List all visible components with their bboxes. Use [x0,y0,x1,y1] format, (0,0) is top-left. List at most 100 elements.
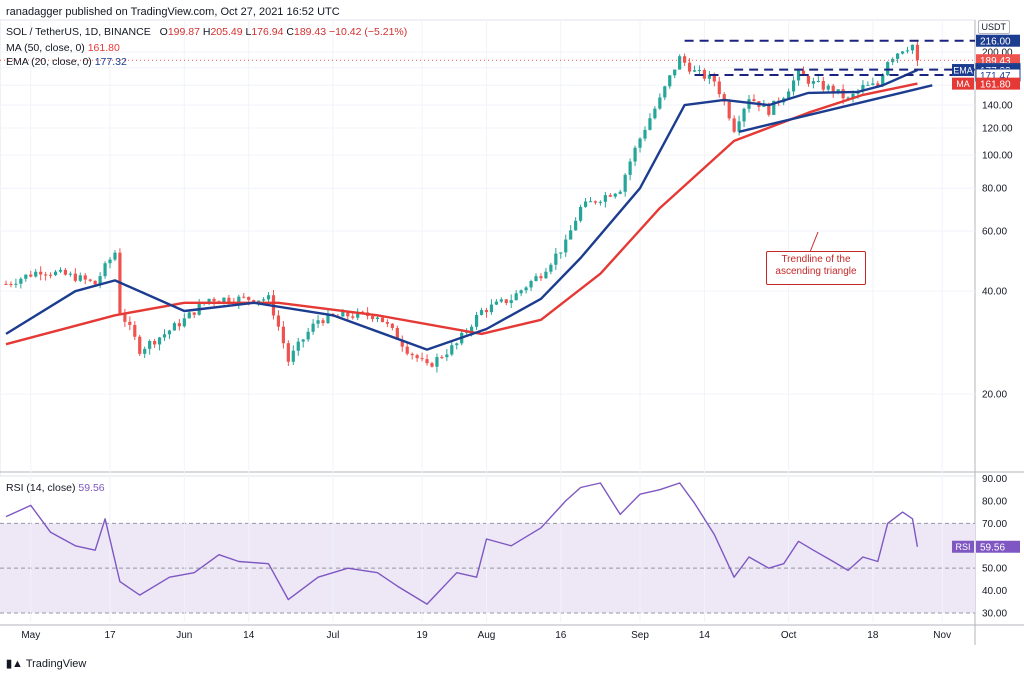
candle-body [222,297,226,303]
ema-legend[interactable]: EMA (20, close, 0) 177.32 [6,56,127,68]
currency-badge[interactable]: USDT [977,20,1010,34]
candle-body [722,94,726,102]
candle-body [123,313,127,322]
time-tick-label: 18 [867,630,879,641]
candle-body [668,75,672,87]
candle-body [385,322,390,324]
candle-body [806,75,811,84]
candle-body [162,334,167,338]
candle-body [103,263,107,277]
candle-body [876,83,880,86]
candle-body [791,80,796,92]
price-tag [976,34,1020,47]
price-tick-label: 80.00 [982,184,1007,195]
rsi-label: RSI (14, close) [6,482,76,494]
candle-body [702,70,707,79]
candle-body [574,220,578,231]
candle-body [886,62,890,76]
candle-body [871,83,875,85]
candle-body [653,108,657,119]
tradingview-icon: ▮▲ [6,658,23,670]
price-tag [976,77,1020,90]
candle-body [697,70,702,72]
candle-body [747,99,751,109]
published-header: ranadagger published on TradingView.com,… [6,6,340,18]
candle-body [19,278,23,284]
candle-body [113,252,117,260]
price-tick-label: 100.00 [982,151,1013,162]
candle-body [618,191,622,194]
candle-body [489,304,494,313]
low-value: 176.94 [251,26,284,38]
candle-body [252,300,256,303]
candle-body [613,193,617,197]
candle-body [524,287,528,291]
candle-body [351,316,355,318]
trendline-annotation: Trendline of the ascending triangle [766,251,866,285]
candle-body [529,280,533,288]
candle-body [509,300,513,304]
candle-body [881,75,885,86]
candle-body [29,274,33,277]
price-tag-label: 161.80 [980,80,1011,91]
candle-body [128,321,132,325]
symbol-name[interactable]: SOL / TetherUS, 1D, BINANCE [6,26,151,38]
candle-body [326,313,330,324]
candle-body [375,317,380,320]
ema20-line [5,68,918,351]
candle-body [247,296,251,301]
ma-label: MA (50, close, 0) [6,42,85,54]
candle-body [796,70,801,81]
candle-body [544,271,548,279]
time-tick-label: Jul [327,630,340,641]
candle-body [425,359,429,364]
candle-body [767,103,771,115]
price-tick-label: 40.00 [982,287,1007,298]
candle-body [900,51,905,54]
price-tag-label: 171.47 [980,71,1011,82]
footer-label: TradingView [25,658,87,670]
candle-body [752,99,756,102]
candle-body [296,341,300,351]
candle-body [98,276,102,285]
candle-body [440,357,444,359]
ma-value: 161.80 [87,42,120,54]
price-tag-prefix-box [952,77,974,90]
ma-legend[interactable]: MA (50, close, 0) 161.80 [6,42,120,54]
time-tick-label: Oct [781,630,797,641]
candle-body [915,44,920,61]
candle-body [301,339,305,342]
candle-body [638,138,642,148]
candle-body [14,283,18,285]
candle-body [549,264,553,272]
candle-body [63,269,68,275]
tradingview-logo[interactable]: ▮▲ TradingView [6,657,86,670]
candle-body [430,363,434,367]
candle-body [153,341,157,345]
candle-body [212,298,216,302]
candle-body [4,283,8,285]
candle-body [727,101,731,119]
candle-body [910,44,915,51]
price-tag-prefix: MA [956,79,970,89]
candle-body [148,341,152,349]
candle-body [192,312,196,315]
candle-body [504,299,508,304]
time-tick-label: 14 [243,630,255,641]
candle-body [470,326,474,332]
candle-body [866,84,870,86]
candle-body [395,327,399,340]
rsi-legend[interactable]: RSI (14, close) 59.56 [6,482,105,494]
candle-body [663,86,667,98]
candle-body [554,253,558,265]
candle-body [405,346,409,354]
candle-body [841,89,845,99]
candle-body [73,273,77,281]
price-tag-label: 216.00 [980,37,1011,48]
candle-body [603,195,607,202]
candle-body [633,147,637,162]
candle-body [742,108,746,122]
time-tick-label: Aug [478,630,496,641]
candle-body [608,195,612,197]
